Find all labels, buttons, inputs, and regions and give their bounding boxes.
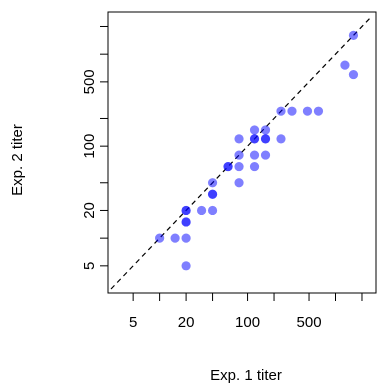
- data-point: [276, 134, 286, 144]
- y-tick-label: 20: [81, 202, 98, 219]
- plot-layer: [110, 15, 373, 290]
- data-point: [234, 150, 244, 160]
- y-tick-label: 5: [81, 262, 98, 270]
- data-point: [234, 161, 244, 172]
- data-point: [249, 150, 260, 160]
- data-point: [181, 261, 191, 271]
- y-tick-label: 100: [81, 134, 98, 159]
- data-point: [234, 134, 244, 144]
- data-point: [260, 134, 271, 144]
- data-point: [260, 125, 271, 135]
- data-point: [249, 161, 260, 172]
- x-axis-title: Exp. 1 titer: [210, 367, 282, 384]
- x-tick-label: 20: [178, 314, 195, 331]
- data-point: [348, 30, 359, 40]
- y-axis-title: Exp. 2 titer: [9, 124, 26, 196]
- y-tick-label: 500: [81, 69, 98, 94]
- data-point: [181, 217, 191, 227]
- data-point: [181, 205, 191, 216]
- data-point: [223, 161, 233, 172]
- x-tick-label: 500: [297, 314, 322, 331]
- data-point: [155, 233, 165, 243]
- data-point: [207, 205, 218, 216]
- data-point: [260, 150, 271, 160]
- data-point: [207, 189, 218, 199]
- data-point: [196, 205, 207, 216]
- data-point: [276, 106, 286, 116]
- data-point: [287, 106, 297, 116]
- axes-layer: 5 20 100 500 5 20 100 500: [81, 11, 377, 331]
- data-point: [302, 106, 313, 116]
- data-point: [249, 134, 260, 144]
- data-point: [181, 233, 191, 243]
- data-point: [207, 178, 218, 188]
- data-point: [313, 106, 324, 116]
- x-tick-label: 100: [235, 314, 260, 331]
- plot-frame: [107, 11, 377, 294]
- x-tick-label: 5: [129, 314, 137, 331]
- data-point: [340, 60, 350, 70]
- data-point: [348, 69, 359, 80]
- data-point: [249, 125, 260, 135]
- data-point: [170, 233, 180, 243]
- data-point: [234, 178, 244, 188]
